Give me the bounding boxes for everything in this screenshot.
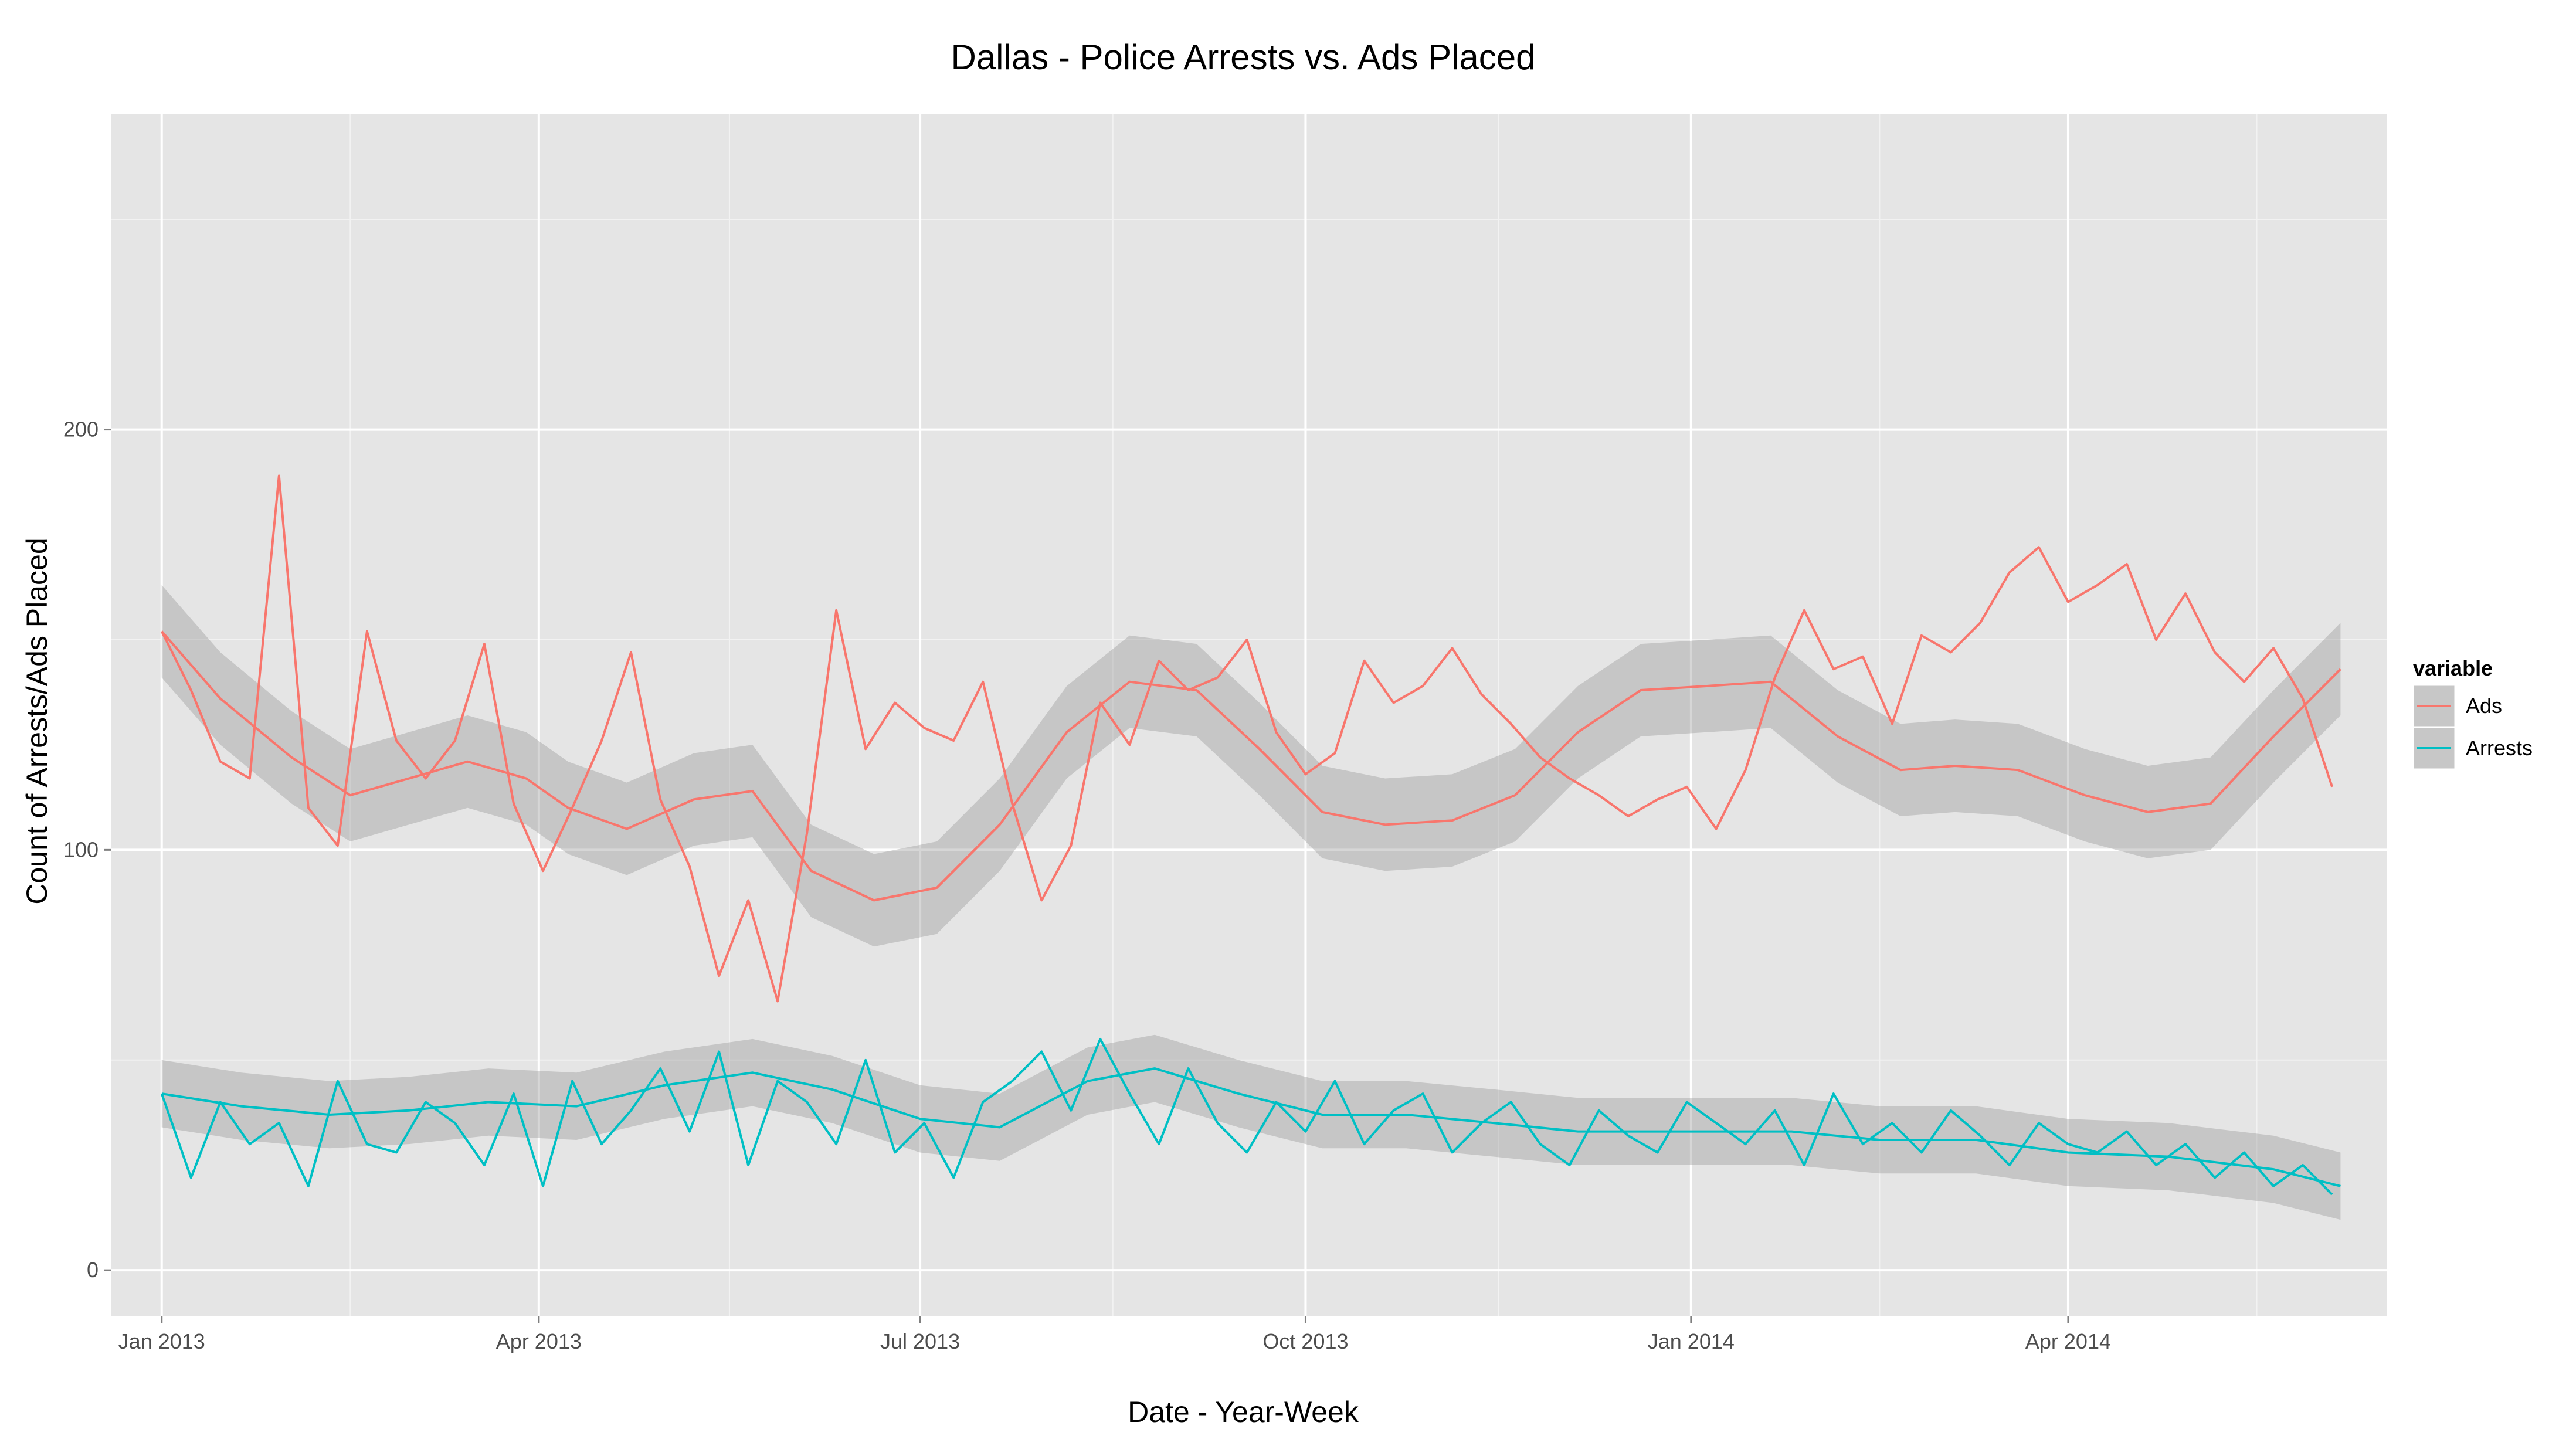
- x-axis: Jan 2013 Apr 2013 Jul 2013 Oct 2013 Jan 2014…: [118, 1316, 2111, 1353]
- y-axis-title: Count of Arrests/Ads Placed: [21, 538, 53, 904]
- legend-label-ads: Ads: [2466, 694, 2502, 718]
- smooth-line-ads: [161, 630, 2341, 902]
- x-tick-label: Apr 2014: [2025, 1329, 2111, 1353]
- chart-title: Dallas - Police Arrests vs. Ads Placed: [951, 38, 1535, 77]
- confidence-band-ads: [161, 585, 2341, 947]
- x-tick-label: Oct 2013: [1262, 1329, 1348, 1353]
- x-tick-label: Jan 2014: [1648, 1329, 1735, 1353]
- plot-panel: [111, 114, 2387, 1316]
- y-tick-label: 200: [63, 418, 99, 442]
- series-line-arrests: [160, 1037, 2333, 1196]
- series-lines: [160, 474, 2334, 1196]
- y-tick-label: 100: [63, 837, 99, 861]
- legend: variable Ads Arrests: [2412, 656, 2533, 770]
- x-tick-label: Jan 2013: [118, 1329, 205, 1353]
- x-axis-title: Date - Year-Week: [1128, 1396, 1359, 1428]
- legend-title: variable: [2413, 656, 2493, 680]
- grid-major: [111, 114, 2387, 1316]
- x-tick-label: Apr 2013: [496, 1329, 582, 1353]
- smooth-lines: [161, 630, 2341, 1187]
- x-tick-label: Jul 2013: [880, 1329, 960, 1353]
- legend-label-arrests: Arrests: [2466, 736, 2533, 760]
- smooth-line-arrests: [161, 1067, 2341, 1187]
- y-axis: 0 100 200: [63, 418, 111, 1282]
- grid-minor: [111, 114, 2387, 1316]
- y-tick-label: 0: [87, 1258, 99, 1282]
- series-line-ads: [160, 474, 2334, 1003]
- confidence-band-arrests: [161, 1034, 2341, 1220]
- confidence-bands: [161, 585, 2341, 1220]
